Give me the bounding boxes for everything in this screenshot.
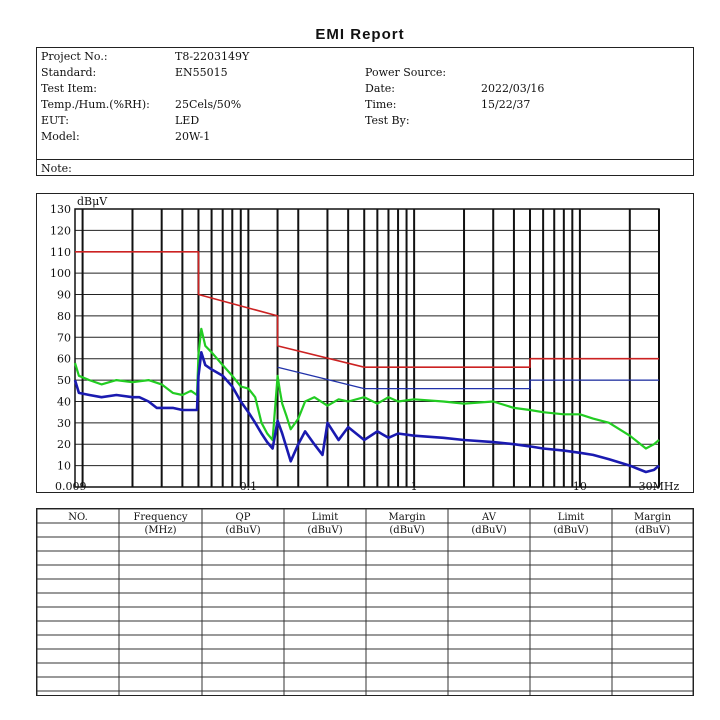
table-header-unit: (dBuV): [307, 525, 342, 536]
table-header-unit: (dBuV): [389, 525, 424, 536]
emi-chart-panel: 10 20 30 40 50 60 70 80 90 100 110 120 130 dBμV 0.009 0…: [36, 193, 694, 493]
temp-value: 25Cels/50%: [175, 98, 242, 111]
table-header-unit: (dBuV): [553, 525, 588, 536]
y-tick-label: 100: [50, 267, 71, 280]
qp-trace: [73, 327, 660, 450]
table-header-unit: (dBuV): [225, 525, 260, 536]
time-value: 15/22/37: [481, 98, 531, 111]
y-tick-label: 40: [57, 395, 71, 408]
date-label: Date:: [365, 82, 396, 95]
table-header-cell: Margin: [634, 512, 672, 523]
x-tick-label: 10: [573, 480, 587, 492]
x-tick-label: 0.1: [240, 480, 257, 492]
y-tick-label: 90: [57, 289, 71, 302]
note-label: Note:: [41, 162, 72, 175]
table-header-cell: Limit: [558, 512, 585, 523]
model-label: Model:: [41, 130, 80, 143]
y-tick-label: 10: [57, 460, 71, 473]
table-header-cell: Frequency: [133, 512, 187, 523]
y-tick-label: 20: [57, 438, 71, 451]
av-limit-line: [277, 366, 659, 390]
y-tick-label: 80: [57, 310, 71, 323]
time-label: Time:: [365, 98, 397, 111]
plot-frame: [74, 208, 660, 488]
project-label: Project No.:: [41, 50, 108, 63]
x-tick-label: 1: [411, 480, 418, 492]
date-value: 2022/03/16: [481, 82, 545, 95]
table-header-cell: NO.: [68, 512, 88, 523]
y-axis-label: dBμV: [77, 195, 108, 208]
results-table: NO. Frequency (MHz) QP (dBuV) Limit (dBuV) Marg…: [36, 508, 694, 696]
av-trace: [73, 351, 660, 474]
x-tick-label: 0.009: [55, 480, 87, 492]
x-tick-label: 30MHz: [639, 480, 680, 492]
power-source-label: Power Source:: [365, 66, 447, 79]
qp-limit-line: [75, 250, 659, 368]
y-tick-label: 130: [50, 203, 71, 216]
project-value: T8-2203149Y: [175, 50, 250, 63]
y-tick-label: 110: [50, 246, 71, 259]
test-item-label: Test Item:: [41, 82, 97, 95]
standard-value: EN55015: [175, 66, 228, 79]
table-header-unit: (dBuV): [635, 525, 670, 536]
y-tick-label: 70: [57, 331, 71, 344]
model-value: 20W-1: [175, 130, 211, 143]
results-table-grid: NO. Frequency (MHz) QP (dBuV) Limit (dBuV) Marg…: [37, 509, 693, 695]
table-header-cell: Limit: [312, 512, 339, 523]
table-header-cell: QP: [236, 512, 251, 523]
y-tick-label: 50: [57, 374, 71, 387]
info-panel: Project No.: T8-2203149Y Standard: EN550…: [36, 47, 694, 176]
table-header-cell: AV: [481, 512, 497, 523]
test-by-label: Test By:: [365, 114, 410, 127]
note-divider: [37, 159, 693, 160]
eut-value: LED: [175, 114, 200, 127]
standard-label: Standard:: [41, 66, 97, 79]
temp-label: Temp./Hum.(%RH):: [41, 98, 150, 111]
y-tick-label: 120: [50, 224, 71, 237]
table-header-cell: Margin: [388, 512, 426, 523]
table-header-unit: (dBuV): [471, 525, 506, 536]
report-title: EMI Report: [315, 26, 405, 43]
table-header-unit: (MHz): [144, 525, 176, 536]
y-tick-label: 30: [57, 417, 71, 430]
eut-label: EUT:: [41, 114, 69, 127]
y-tick-label: 60: [57, 353, 71, 366]
